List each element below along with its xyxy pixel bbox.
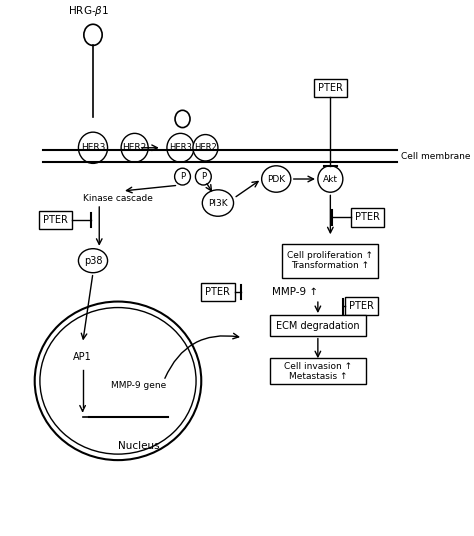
Ellipse shape xyxy=(262,166,291,192)
Text: PTER: PTER xyxy=(206,287,230,297)
Text: Akt: Akt xyxy=(323,175,338,183)
Ellipse shape xyxy=(40,308,196,454)
Text: PDK: PDK xyxy=(267,175,285,183)
Text: PTER: PTER xyxy=(318,83,343,93)
Text: MMP-9 ↑: MMP-9 ↑ xyxy=(272,287,318,297)
FancyBboxPatch shape xyxy=(345,297,378,316)
Text: MMP-9 gene: MMP-9 gene xyxy=(111,381,166,390)
FancyBboxPatch shape xyxy=(270,316,366,336)
Text: Nucleus: Nucleus xyxy=(118,441,160,451)
Text: PTER: PTER xyxy=(349,301,374,311)
Text: HER3: HER3 xyxy=(169,143,192,152)
Text: AP1: AP1 xyxy=(73,352,92,362)
Text: HRG-$\beta$1: HRG-$\beta$1 xyxy=(68,4,109,18)
FancyBboxPatch shape xyxy=(283,244,378,278)
FancyBboxPatch shape xyxy=(201,283,235,301)
Text: HER2: HER2 xyxy=(122,143,147,152)
Ellipse shape xyxy=(174,168,191,185)
Text: HER3: HER3 xyxy=(81,143,105,152)
Ellipse shape xyxy=(167,133,194,162)
FancyBboxPatch shape xyxy=(109,376,168,395)
Text: p38: p38 xyxy=(84,256,102,266)
Text: PTER: PTER xyxy=(356,212,380,222)
Ellipse shape xyxy=(67,344,98,370)
Text: Cell invasion ↑
Metastasis ↑: Cell invasion ↑ Metastasis ↑ xyxy=(284,361,352,381)
Text: P: P xyxy=(180,172,185,181)
Ellipse shape xyxy=(78,249,108,273)
Text: HER2: HER2 xyxy=(194,143,217,152)
Text: PI3K: PI3K xyxy=(208,198,228,207)
Text: Cell proliferation ↑
Transformation ↑: Cell proliferation ↑ Transformation ↑ xyxy=(287,251,374,270)
Text: P: P xyxy=(201,172,206,181)
Ellipse shape xyxy=(121,133,148,162)
Text: PTER: PTER xyxy=(43,215,68,225)
Text: Kinase cascade: Kinase cascade xyxy=(83,193,153,203)
FancyBboxPatch shape xyxy=(314,79,347,97)
FancyBboxPatch shape xyxy=(270,358,366,384)
Ellipse shape xyxy=(202,190,234,216)
Ellipse shape xyxy=(195,168,211,185)
Ellipse shape xyxy=(78,132,108,163)
Text: Cell membrane: Cell membrane xyxy=(401,152,471,161)
Ellipse shape xyxy=(35,302,201,460)
FancyBboxPatch shape xyxy=(39,211,72,229)
Text: ECM degradation: ECM degradation xyxy=(276,321,360,331)
FancyBboxPatch shape xyxy=(351,209,384,227)
Ellipse shape xyxy=(318,166,343,192)
Ellipse shape xyxy=(193,135,218,161)
